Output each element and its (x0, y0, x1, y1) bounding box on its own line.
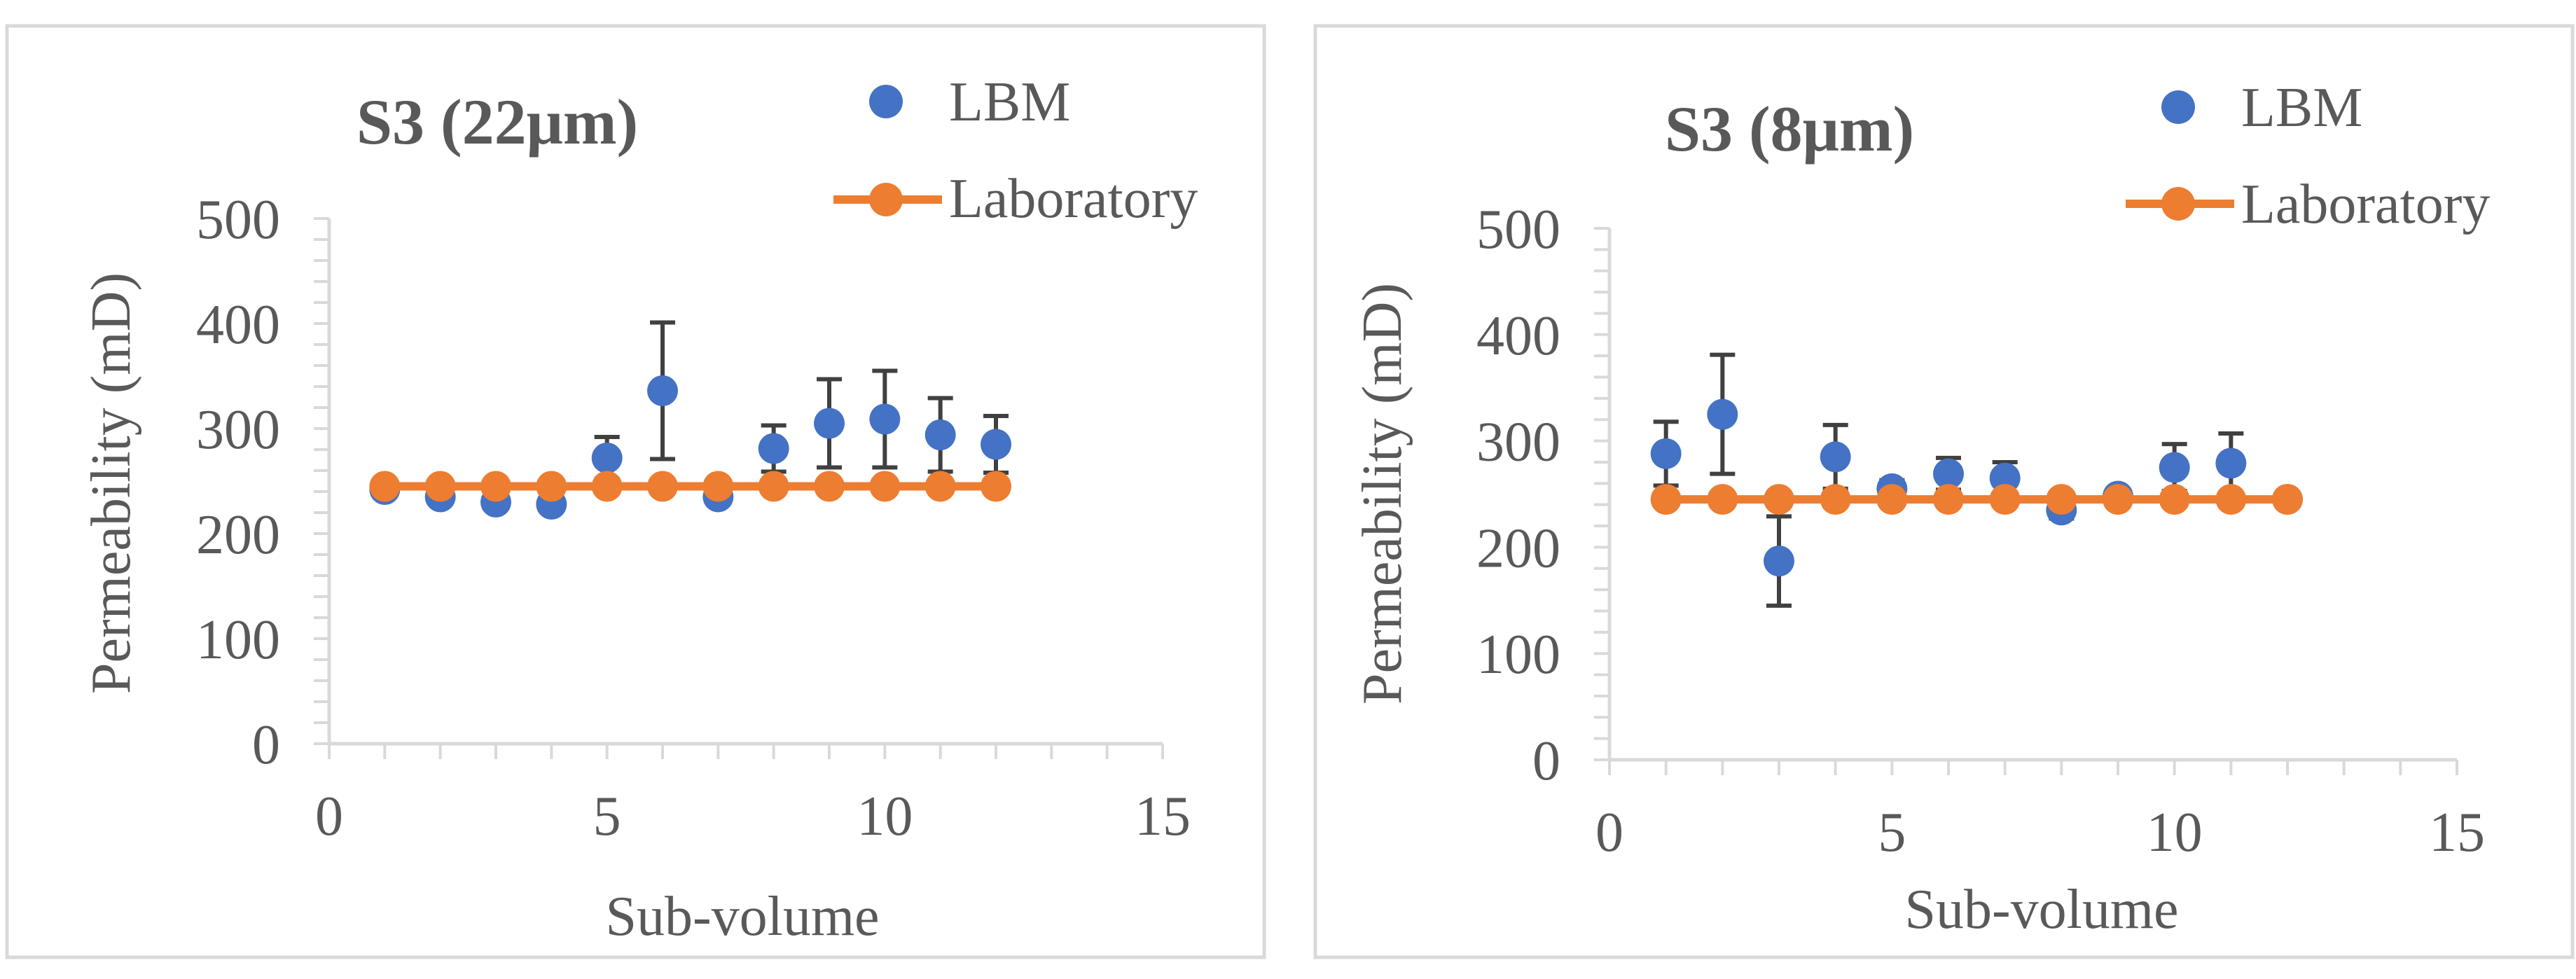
y-tick-label: 400 (196, 294, 280, 356)
y-axis-title: Permeability (mD) (1352, 283, 1413, 704)
lbm-point (647, 375, 678, 406)
laboratory-point (1707, 484, 1738, 515)
lbm-point (1707, 398, 1738, 430)
laboratory-point (702, 471, 734, 502)
plot-area: 0 100 200 300 400 500 0 5 10 15 (196, 189, 1191, 847)
laboratory-point (1650, 484, 1682, 515)
y-tick-label: 200 (196, 504, 280, 566)
lbm-point (814, 408, 845, 439)
plot-area: 0 100 200 300 400 500 0 5 10 15 (1476, 199, 2485, 863)
laboratory-point (981, 471, 1011, 502)
laboratory-point (2272, 484, 2303, 515)
lbm-point (981, 429, 1011, 460)
lbm-point (1820, 441, 1851, 473)
laboratory-point (536, 471, 567, 502)
legend: LBM Laboratory (2126, 77, 2490, 235)
y-tick-label: 100 (1476, 624, 1560, 686)
y-tick-label: 500 (1476, 199, 1560, 261)
laboratory-point (369, 471, 401, 502)
laboratory-point (1820, 484, 1851, 515)
lbm-point (1989, 462, 2021, 494)
chart-panel-s3-8um: 0 100 200 300 400 500 0 5 10 15 S3 (8μm) Sub-volu… (1313, 24, 2575, 959)
laboratory-point (480, 471, 511, 502)
x-tick-label: 5 (593, 786, 621, 847)
laboratory-point (925, 471, 956, 502)
lbm-point (2215, 447, 2247, 479)
laboratory-point (1989, 484, 2021, 515)
lbm-point (758, 433, 789, 464)
x-tick-label: 15 (2429, 802, 2485, 863)
x-tick-label: 5 (1878, 802, 1906, 863)
lbm-point (869, 403, 901, 435)
laboratory-point (814, 471, 845, 502)
chart-frame (5, 24, 1266, 959)
laboratory-point (647, 471, 678, 502)
lbm-point (2159, 452, 2190, 483)
y-tick-label: 0 (252, 714, 280, 776)
laboratory-point (2046, 484, 2077, 515)
lbm-point (925, 419, 956, 450)
y-tick-label: 300 (1476, 412, 1560, 473)
legend-lbm-marker (2161, 90, 2195, 124)
legend-lbm-label: LBM (2241, 77, 2362, 139)
laboratory-point (1933, 484, 1964, 515)
legend-laboratory-label: Laboratory (949, 168, 1198, 230)
y-axis-title: Permeability (mD) (81, 272, 142, 694)
lbm-point (1764, 546, 1794, 577)
y-tick-label: 400 (1476, 305, 1560, 367)
legend-laboratory-marker (869, 183, 903, 216)
laboratory-point (869, 471, 901, 502)
laboratory-point (2215, 484, 2247, 515)
x-axis-title: Sub-volume (1904, 879, 2178, 940)
x-tick-label: 10 (2147, 802, 2203, 863)
y-tick-label: 0 (1532, 730, 1560, 792)
lbm-point (1650, 438, 1682, 469)
legend-laboratory-label: Laboratory (2241, 174, 2490, 235)
x-axis-title: Sub-volume (605, 886, 879, 947)
chart-title: S3 (8μm) (1665, 93, 1914, 165)
x-tick-label: 15 (1135, 786, 1191, 847)
x-tick-label: 0 (1595, 802, 1623, 863)
chart-title: S3 (22μm) (356, 86, 638, 158)
chart-panel-s3-22um: 0 100 200 300 400 500 0 5 10 15 S3 (22μm) Sub-vol… (5, 24, 1266, 959)
legend: LBM Laboratory (833, 71, 1198, 230)
y-tick-label: 500 (196, 189, 280, 251)
legend-lbm-label: LBM (949, 71, 1070, 133)
x-tick-label: 10 (857, 786, 913, 847)
legend-laboratory-marker (2161, 187, 2195, 221)
lbm-point (1933, 458, 1964, 490)
y-tick-label: 300 (196, 399, 280, 461)
x-tick-label: 0 (315, 786, 343, 847)
lbm-point (591, 443, 623, 473)
y-tick-label: 200 (1476, 518, 1560, 579)
y-tick-label: 100 (196, 609, 280, 671)
legend-lbm-marker (869, 85, 903, 118)
laboratory-point (2103, 484, 2133, 515)
laboratory-point (2159, 484, 2190, 515)
laboratory-point (1764, 484, 1794, 515)
laboratory-point (424, 471, 456, 502)
laboratory-point (591, 471, 623, 502)
laboratory-point (758, 471, 789, 502)
laboratory-point (1876, 484, 1908, 515)
